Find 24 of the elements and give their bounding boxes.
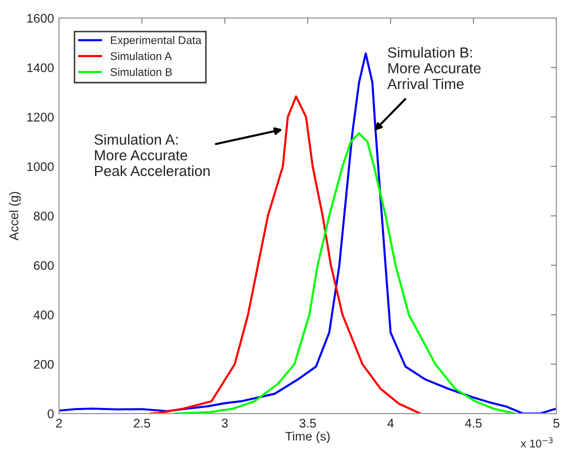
legend-label: Simulation B [110,68,172,76]
annotation: Simulation A: More Accurate Peak Acceleration [94,134,210,176]
annotation: Simulation B: More Accurate Arrival Time [387,46,481,90]
y-tick-label: 600 [34,261,54,270]
y-tick-label: 1600 [27,14,54,23]
y-tick-label: 0 [48,409,54,418]
x-axis-title: Time (s) [285,431,330,444]
text: x 10$^{−3}$ [520,437,553,448]
x-tick-label: 2.5 [134,418,150,428]
y-tick-label: 800 [34,212,54,220]
y-tick-label: 200 [34,360,54,369]
x-tick-label: 3.5 [299,418,316,428]
x-tick-label: 4.5 [465,418,482,428]
legend-label: Simulation A [110,52,172,60]
y-tick-label: 400 [34,310,54,320]
y-axis-title: Accel (g) [9,192,21,240]
x-tick-label: 2 [56,418,62,428]
legend-label: Experimental Data [110,36,202,46]
x-tick-label: 3 [222,418,228,428]
y-tick-label: 1400 [27,63,54,72]
y-tick-label: 1200 [27,112,54,122]
y-tick-label: 1000 [27,162,54,172]
x-tick-label: 5 [553,418,560,428]
x-tick-label: 4 [387,418,394,428]
